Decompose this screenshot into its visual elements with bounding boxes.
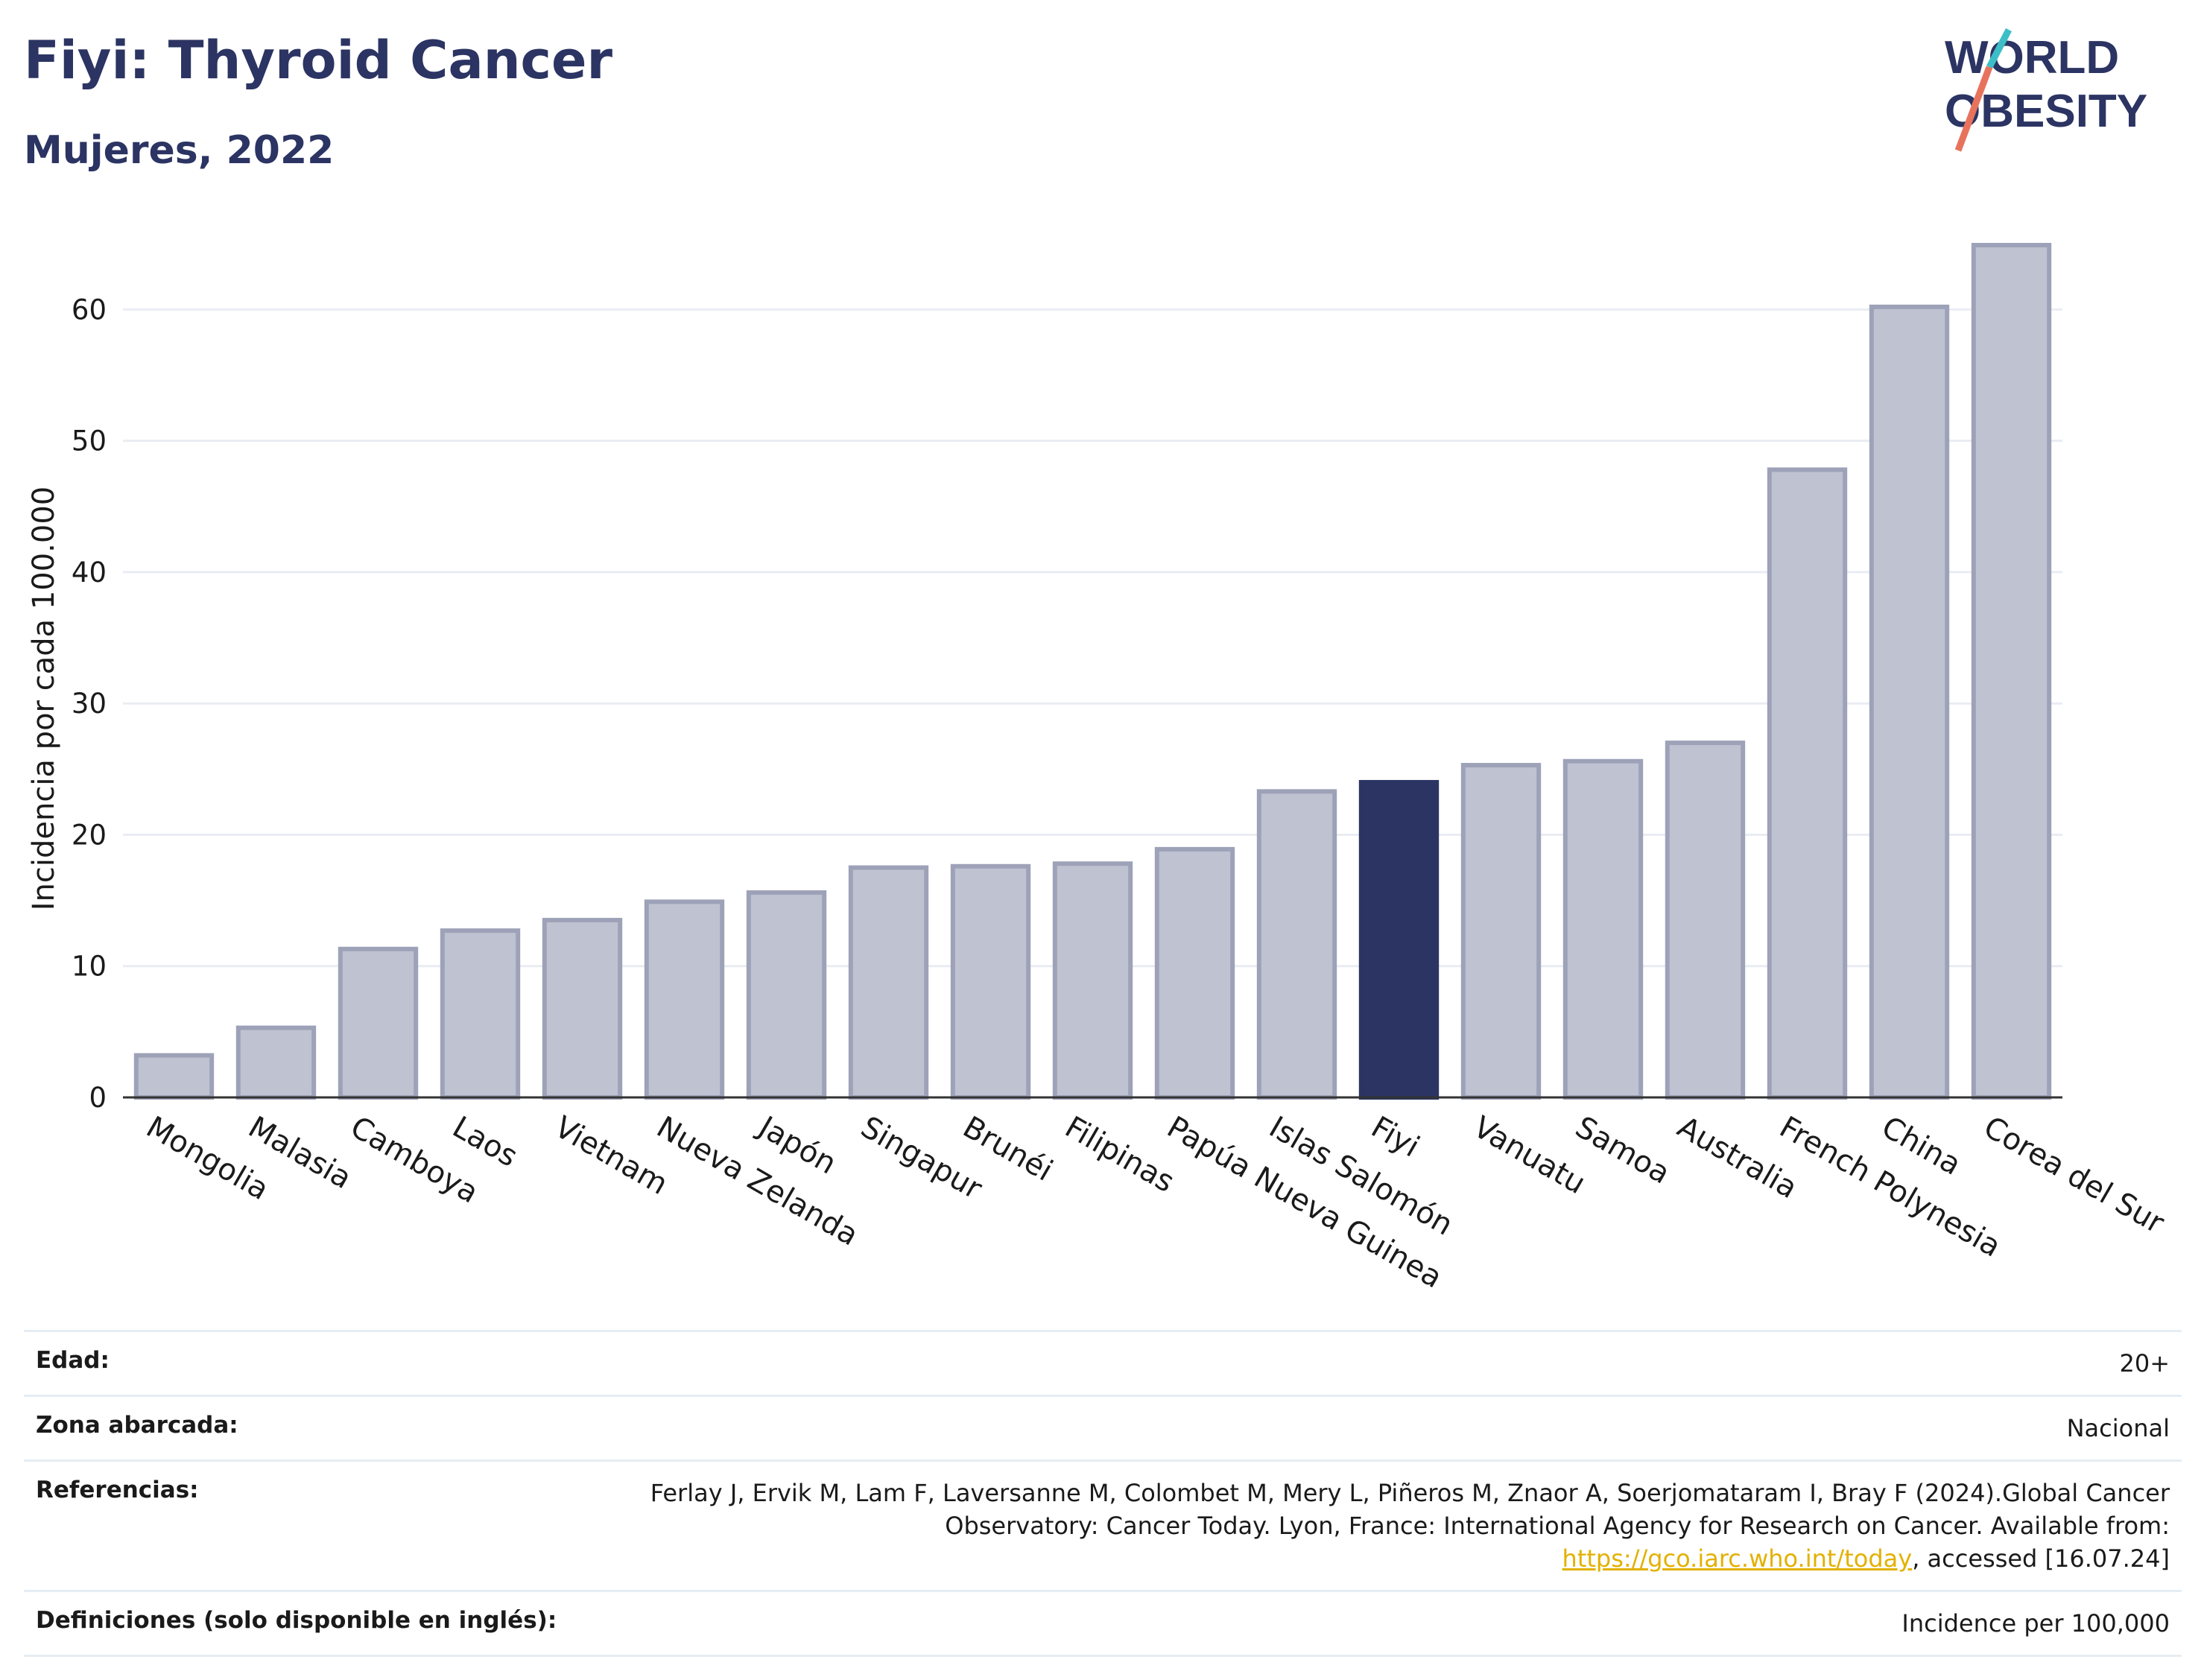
y-axis-label: Incidencia por cada 100.000	[27, 486, 61, 911]
page-subtitle: Mujeres, 2022	[24, 128, 335, 173]
bar-mongolia	[133, 1053, 215, 1100]
bar-singapur	[848, 865, 929, 1100]
info-table: Edad: 20+ Zona abarcada: Nacional Refere…	[24, 1330, 2182, 1657]
x-tick-label: Corea del Sur	[1978, 1110, 2170, 1241]
edad-label: Edad:	[36, 1347, 110, 1374]
world-obesity-logo: WORLD OBESITY	[1945, 28, 2147, 152]
logo-slash-coral	[1954, 66, 1993, 152]
page-title: Fiyi: Thyroid Cancer	[24, 30, 613, 91]
bars	[133, 243, 2052, 1100]
info-row-edad: Edad: 20+	[24, 1330, 2182, 1395]
bar-french-polynesia	[1767, 467, 1848, 1100]
ref-tail: , accessed [16.07.24]	[1912, 1544, 2170, 1573]
edad-value: 20+	[2119, 1349, 2170, 1378]
bar-vietnam	[542, 918, 623, 1100]
y-tick-label: 40	[72, 557, 107, 589]
bar-malasia	[235, 1025, 317, 1100]
info-row-referencias: Referencias: Ferlay J, Ervik M, Lam F, L…	[24, 1459, 2182, 1590]
bar-islas-salomón	[1256, 789, 1337, 1100]
zona-value: Nacional	[2066, 1414, 2170, 1442]
bar-japón	[746, 890, 827, 1100]
y-tick-label: 20	[72, 819, 107, 851]
x-tick-label: Fiyi	[1366, 1110, 1425, 1164]
bar-china	[1869, 304, 1950, 1100]
bar-filipinas	[1052, 861, 1133, 1100]
bar-vanuatu	[1460, 763, 1542, 1100]
y-tick-label: 0	[89, 1082, 107, 1114]
bar-corea-del-sur	[1971, 243, 2052, 1100]
bar-fiyi	[1358, 779, 1440, 1100]
bar-australia	[1665, 741, 1746, 1100]
gco-link[interactable]: https://gco.iarc.who.int/today	[1562, 1544, 1913, 1573]
ref-text: Ferlay J, Ervik M, Lam F, Laversanne M, …	[650, 1479, 2170, 1540]
y-tick-labels: 0 10 20 30 40 50 60	[72, 294, 107, 1114]
y-tick-label: 10	[72, 951, 107, 983]
y-tick-label: 50	[72, 425, 107, 457]
bar-nueva-zelanda	[644, 899, 725, 1100]
bar-papúa-nueva-guinea	[1154, 846, 1235, 1100]
zona-label: Zona abarcada:	[36, 1412, 238, 1439]
bar-camboya	[338, 946, 419, 1100]
referencias-label: Referencias:	[36, 1477, 199, 1503]
x-tick-label: Vietnam	[549, 1110, 674, 1202]
y-tick-label: 60	[72, 294, 107, 326]
x-tick-label: Filipinas	[1060, 1110, 1180, 1199]
definiciones-value: Incidence per 100,000	[1901, 1609, 2170, 1638]
bar-brunéi	[950, 863, 1031, 1100]
definiciones-label: Definiciones (solo disponible en inglés)…	[36, 1607, 557, 1634]
logo-line1: WORLD	[1945, 32, 2119, 83]
info-row-definiciones: Definiciones (solo disponible en inglés)…	[24, 1590, 2182, 1657]
bar-samoa	[1562, 758, 1644, 1100]
x-tick-label: Vanuatu	[1468, 1110, 1592, 1201]
info-row-zona: Zona abarcada: Nacional	[24, 1395, 2182, 1459]
referencias-value: Ferlay J, Ervik M, Lam F, Laversanne M, …	[605, 1477, 2170, 1575]
y-tick-label: 30	[72, 688, 107, 720]
logo-slash-teal	[1986, 28, 2012, 69]
x-tick-label: Laos	[447, 1110, 524, 1174]
bar-laos	[440, 928, 521, 1100]
